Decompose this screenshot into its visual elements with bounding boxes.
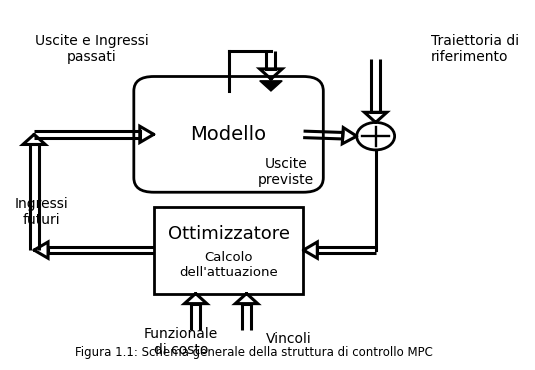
Text: Funzionale
di costo: Funzionale di costo xyxy=(144,327,218,357)
Text: Figura 1.1: Schema generale della struttura di controllo MPC: Figura 1.1: Schema generale della strutt… xyxy=(74,346,432,359)
Text: Traiettoria di
riferimento: Traiettoria di riferimento xyxy=(431,34,518,64)
Text: Vincoli: Vincoli xyxy=(266,332,312,346)
Text: Uscite
previste: Uscite previste xyxy=(258,157,314,188)
Polygon shape xyxy=(259,81,282,91)
Text: Ingressi
futuri: Ingressi futuri xyxy=(14,197,68,227)
Text: Uscite e Ingressi
passati: Uscite e Ingressi passati xyxy=(35,34,148,64)
Text: Calcolo
dell'attuazione: Calcolo dell'attuazione xyxy=(179,250,278,279)
FancyBboxPatch shape xyxy=(154,207,303,293)
Circle shape xyxy=(357,122,395,150)
Text: Ottimizzatore: Ottimizzatore xyxy=(167,225,289,243)
FancyBboxPatch shape xyxy=(134,77,323,192)
Text: Modello: Modello xyxy=(190,125,266,144)
